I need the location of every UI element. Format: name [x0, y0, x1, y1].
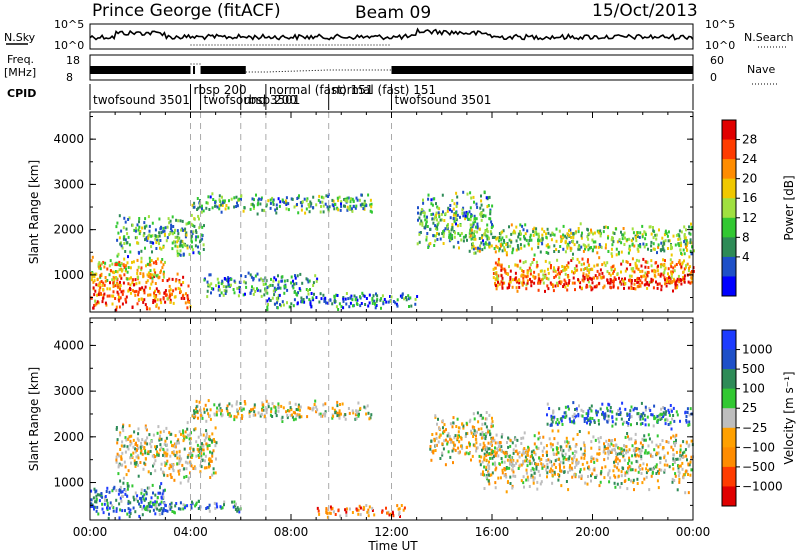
x-tick-3: 12:00 [374, 525, 409, 539]
cpid-segment-label-2: twofsound 3501 [204, 93, 301, 107]
nave-label: Nave [747, 63, 775, 76]
velocity-cbar-tick-4: −25 [742, 421, 767, 435]
x-tick-5: 20:00 [575, 525, 610, 539]
freq-label-line2: [MHz] [4, 66, 36, 79]
nave-tick-top: 60 [710, 54, 724, 67]
nsky-tick-top-left: 10^5 [54, 18, 84, 31]
velocity-panel-ytick-3: 4000 [53, 338, 84, 352]
power-cbar-tick-6: 4 [742, 250, 750, 264]
velocity-cbar-swatch-0 [722, 330, 736, 351]
velocity-colorbar: 1000 500 100 25 −25 −100 −500 −1000 Velocity [m … [721, 329, 796, 507]
freq-label-line1: Freq. [7, 53, 34, 66]
velocity-panel-ylabel: Slant Range [km] [27, 367, 41, 471]
nsky-trace [89, 27, 694, 42]
x-tick-2: 08:00 [274, 525, 309, 539]
x-tick-6: 00:00 [676, 525, 711, 539]
velocity-cbar-tick-6: −500 [742, 460, 775, 474]
velocity-cbar-tick-7: −1000 [742, 479, 783, 493]
date-title: 15/Oct/2013 [592, 1, 698, 21]
velocity-cbar-tick-5: −100 [742, 440, 775, 454]
power-cbar-tick-4: 12 [742, 211, 757, 225]
velocity-panel: 1000 2000 3000 4000 00:00 04:00 08:00 12:00 16:0… [27, 317, 711, 539]
power-cbar-tick-1: 24 [742, 152, 757, 166]
power-cbar-tick-3: 16 [742, 191, 757, 205]
power-cbar-tick-2: 20 [742, 172, 757, 186]
nsky-tick-bottom-right: 10^0 [705, 39, 735, 52]
power-cbar-swatch-7 [722, 256, 736, 277]
velocity-cbar-swatch-1 [722, 349, 736, 370]
x-tick-0: 00:00 [73, 525, 108, 539]
velocity-cbar-swatch-7 [722, 466, 736, 487]
power-panel-ylabel: Slant Range [km] [27, 160, 41, 264]
velocity-cbar-label: Velocity [m s⁻¹] [782, 371, 796, 464]
cpid-label: CPID [7, 87, 36, 100]
velocity-cbar-tick-1: 500 [742, 362, 765, 376]
power-cbar-label: Power [dB] [782, 175, 796, 240]
power-cbar-swatch-8 [722, 276, 736, 297]
velocity-panel-ytick-1: 2000 [53, 430, 84, 444]
freq-trace [90, 66, 693, 74]
velocity-cbar-swatch-3 [722, 388, 736, 409]
velocity-cbar-tick-3: 25 [742, 401, 757, 415]
nsky-tick-top-right: 10^5 [705, 18, 735, 31]
freq-tick-bottom: 8 [66, 71, 73, 84]
velocity-panel-ytick-2: 3000 [53, 384, 84, 398]
cpid-segment-label-5: normal (fast) 151 [332, 83, 436, 97]
nsky-tick-bottom-left: 10^0 [54, 39, 84, 52]
nave-trace [190, 63, 392, 73]
power-cbar-swatch-0 [722, 120, 736, 141]
velocity-cbar-swatch-8 [722, 486, 736, 507]
power-cbar-tick-5: 8 [742, 230, 750, 244]
power-cbar-swatch-1 [722, 139, 736, 160]
velocity-cbar-swatch-5 [722, 427, 736, 448]
power-panel-ytick-0: 1000 [53, 268, 84, 282]
power-cbar-swatch-2 [722, 159, 736, 180]
velocity-panel-ytick-0: 1000 [53, 476, 84, 490]
power-panel-ytick-2: 3000 [53, 177, 84, 191]
x-axis-title: Time UT [367, 539, 418, 553]
cpid-segment-label-0: twofsound 3501 [93, 93, 190, 107]
station-title: Prince George (fitACF) [92, 1, 281, 21]
nsky-panel-frame [89, 23, 694, 50]
power-cbar-swatch-6 [722, 237, 736, 258]
velocity-cbar-tick-0: 1000 [742, 343, 773, 357]
power-colorbar: 28 24 20 16 12 8 4 Power [dB] [721, 119, 796, 297]
cpid-segment-label-1: rbsp 200 [194, 83, 247, 97]
velocity-cbar-swatch-4 [722, 408, 736, 429]
x-tick-4: 16:00 [475, 525, 510, 539]
cpid-segment-label-4: normal (fast) 151 [269, 83, 373, 97]
freq-tick-top: 18 [66, 54, 80, 67]
velocity-cbar-tick-2: 100 [742, 382, 765, 396]
power-panel: 1000 2000 3000 4000 Slant Range [km] [27, 111, 695, 313]
cpid-segment-label-3: rbsp 200 [244, 93, 297, 107]
power-cbar-tick-0: 28 [742, 133, 757, 147]
power-panel-ytick-1: 2000 [53, 223, 84, 237]
velocity-cbar-swatch-2 [722, 369, 736, 390]
cpid-segment-label-6: twofsound 3501 [395, 93, 492, 107]
nsearch-label: N.Search [744, 31, 794, 44]
power-cbar-swatch-4 [722, 198, 736, 219]
nsky-label: N.Sky [4, 31, 36, 44]
x-tick-1: 04:00 [173, 525, 208, 539]
power-cbar-swatch-5 [722, 217, 736, 238]
velocity-cbar-swatch-6 [722, 447, 736, 468]
power-panel-ytick-3: 4000 [53, 132, 84, 146]
beam-title: Beam 09 [355, 3, 431, 23]
nave-tick-bottom: 0 [710, 71, 717, 84]
power-panel-cells [90, 190, 695, 312]
velocity-panel-cells [90, 399, 694, 520]
power-cbar-swatch-3 [722, 178, 736, 199]
